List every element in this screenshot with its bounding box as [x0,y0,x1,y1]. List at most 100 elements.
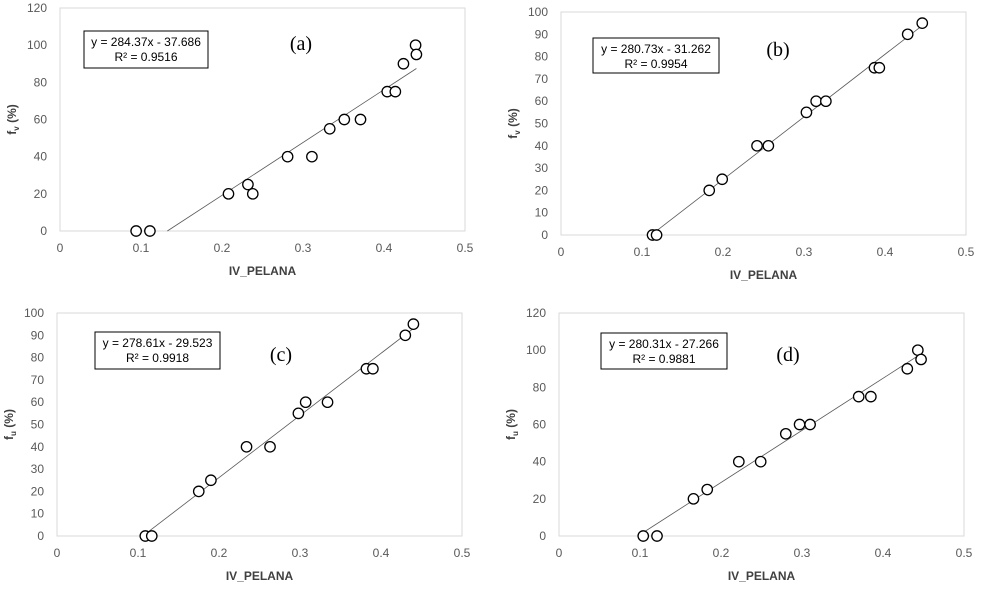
data-point [820,95,832,108]
data-point [779,427,792,440]
equation-box [592,37,720,74]
x-axis-title: IV_PELANA [728,569,796,583]
y-tick-label: 60 [535,94,549,108]
y-tick-label: 40 [34,150,48,164]
y-axis-title-unit: (%) [506,108,520,130]
data-point [916,17,929,30]
data-point [716,173,729,186]
data-point [130,225,142,237]
x-tick-label: 0.1 [133,241,150,255]
plot-area-border [560,11,967,236]
y-tick-label: 50 [535,117,549,131]
data-point [804,418,816,431]
x-tick-label: 0.2 [713,546,730,560]
data-point [321,396,334,409]
y-tick-label: 20 [533,492,547,506]
x-tick-label: 0 [558,245,565,259]
y-axis-title-main: f [2,435,16,440]
data-point [397,57,410,70]
y-tick-label: 50 [31,418,45,432]
y-tick-label: 90 [535,27,549,41]
panel-label: (a) [290,33,312,55]
y-tick-label: 90 [31,328,45,342]
data-point [399,329,412,342]
y-tick-label: 70 [31,373,45,387]
y-tick-label: 80 [535,50,549,64]
data-point [650,229,663,241]
x-axis-title: IV_PELANA [226,569,294,583]
data-point [389,85,402,98]
y-tick-label: 0 [539,529,546,543]
trendline-equation: y = 280.73x - 31.262 [601,42,711,56]
data-point [407,318,420,330]
plot-area-border [558,312,965,537]
chart-panel: 0 0.1 0.2 0.3 0.4 0.5 0 20 40 60 80 100 120 IV_PELANA… [504,306,973,583]
x-tick-label: 0.3 [796,245,813,259]
trendline-equation: y = 278.61x - 29.523 [103,336,213,350]
panel-label: (c) [270,344,292,366]
y-axis-title: fv (%) [5,104,21,134]
x-tick-label: 0.4 [875,546,892,560]
data-point [864,390,877,403]
data-point [367,362,379,375]
x-tick-label: 0.4 [376,241,393,255]
y-axis-title-main: f [5,130,19,135]
y-axis-title-main: f [506,134,520,139]
y-tick-label: 100 [528,5,548,19]
x-tick-label: 0.5 [454,546,471,560]
y-axis-title-unit: (%) [504,409,518,431]
y-axis-title-subscript: v [12,126,21,131]
x-tick-label: 0 [57,241,64,255]
equation-box [83,30,209,69]
y-tick-label: 40 [535,139,549,153]
y-axis-title: fu (%) [2,409,18,440]
y-tick-label: 10 [535,206,549,220]
x-tick-label: 0.1 [634,245,651,259]
x-axis-title: IV_PELANA [730,268,798,282]
y-axis-title-unit: (%) [2,409,16,431]
data-point [205,474,217,487]
y-tick-label: 0 [37,529,44,543]
trendline [167,68,417,232]
y-tick-label: 0 [40,224,47,238]
plot-area-border [56,312,463,537]
data-point [754,455,767,468]
y-tick-label: 30 [31,462,45,476]
x-tick-label: 0.5 [956,546,973,560]
data-point [637,530,650,542]
data-point [810,95,823,108]
y-tick-label: 80 [34,75,48,89]
chart-panel: 0 0.1 0.2 0.3 0.4 0.5 0 10 20 30 40 50 60 70 80 90 100 IV… [2,306,471,583]
data-point [651,530,663,542]
y-tick-label: 70 [535,72,549,86]
x-tick-label: 0.3 [295,241,312,255]
x-tick-label: 0.3 [794,546,811,560]
equation-box [600,332,728,370]
r-squared-label: R² = 0.9918 [126,351,189,365]
y-tick-label: 100 [24,306,44,320]
r-squared-label: R² = 0.9881 [632,352,695,366]
y-tick-label: 0 [541,228,548,242]
data-point [354,113,367,126]
data-point [323,122,336,135]
trendline-equation: y = 284.37x - 37.686 [91,35,201,49]
x-tick-label: 0.4 [877,245,894,259]
y-tick-label: 40 [533,455,547,469]
y-axis-title-subscript: u [511,431,520,436]
data-point [873,61,886,74]
data-point [852,390,865,403]
data-point [338,113,351,126]
data-point [306,150,318,163]
data-point [800,106,813,119]
panel-label: (b) [766,39,789,61]
y-tick-label: 60 [34,113,48,127]
y-axis-title: fu (%) [504,409,520,440]
y-tick-label: 100 [526,343,546,357]
x-tick-label: 0.3 [292,546,309,560]
y-tick-label: 20 [535,183,549,197]
x-tick-label: 0.2 [715,245,732,259]
y-tick-label: 30 [535,161,549,175]
data-point [901,362,914,375]
x-tick-label: 0.2 [211,546,228,560]
